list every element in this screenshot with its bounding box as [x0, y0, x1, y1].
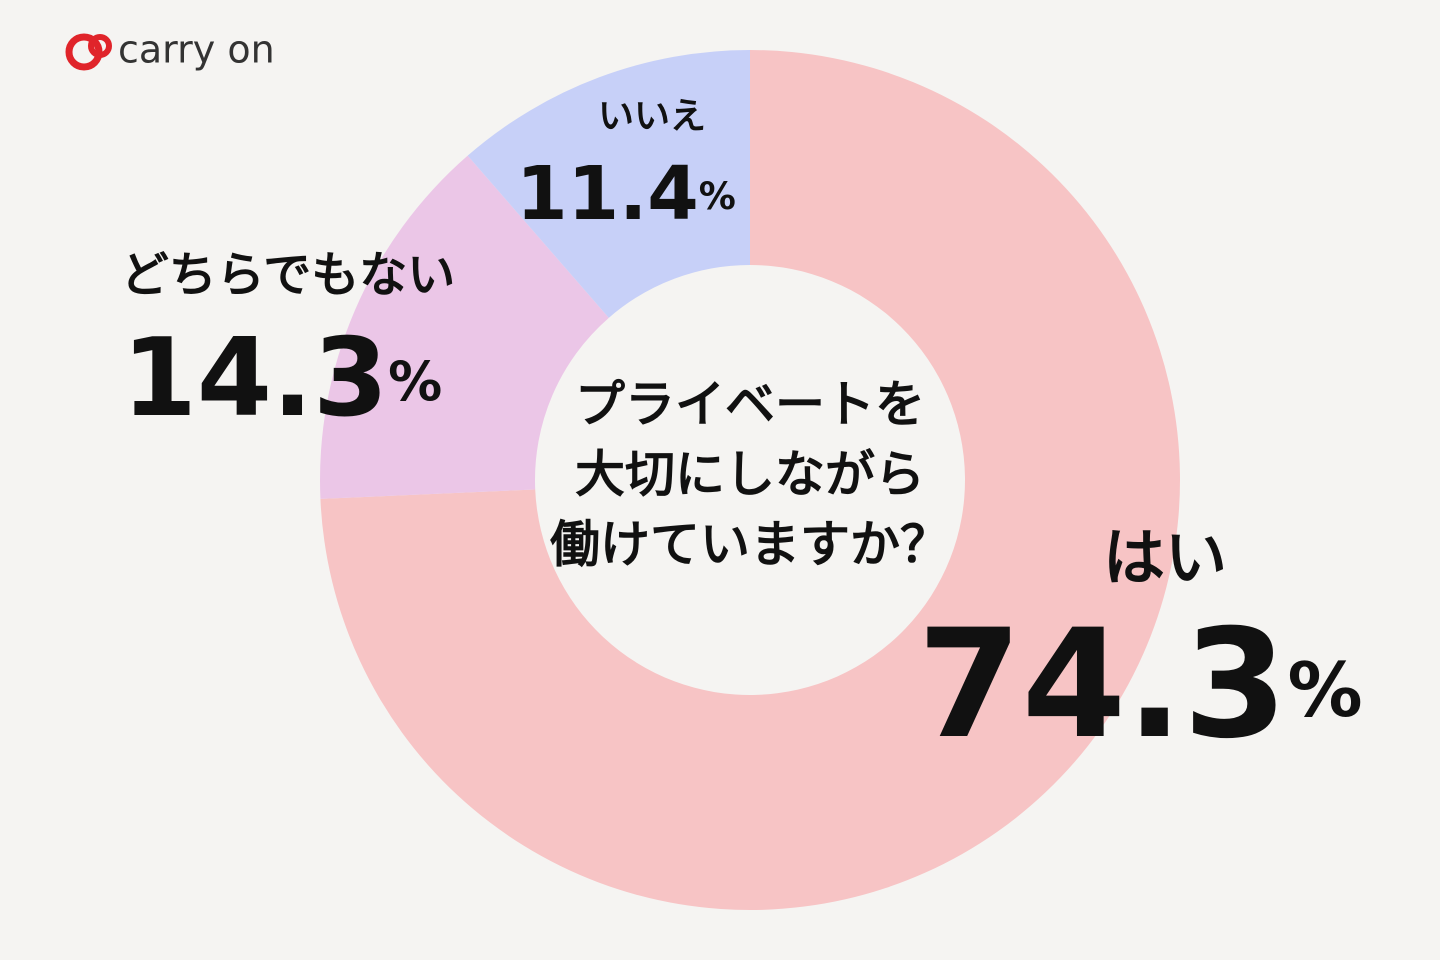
donut-slice: [467, 50, 750, 318]
category-label: どちらでもない: [121, 247, 456, 303]
donut-slice: [320, 155, 609, 499]
center-title: プライベートを: [575, 376, 925, 434]
logo-icon: [65, 33, 112, 71]
center-title: 働けていますか？: [550, 516, 950, 574]
donut-slice: [320, 50, 1180, 910]
value-label: 14.3%: [122, 316, 443, 441]
category-label: はい: [1103, 521, 1227, 594]
logo-text: carry on: [118, 28, 275, 72]
value-label: 74.3%: [917, 598, 1362, 772]
value-label: 11.4%: [516, 151, 736, 237]
center-title: 大切にしながら: [575, 446, 925, 504]
category-label: いいえ: [598, 96, 706, 137]
